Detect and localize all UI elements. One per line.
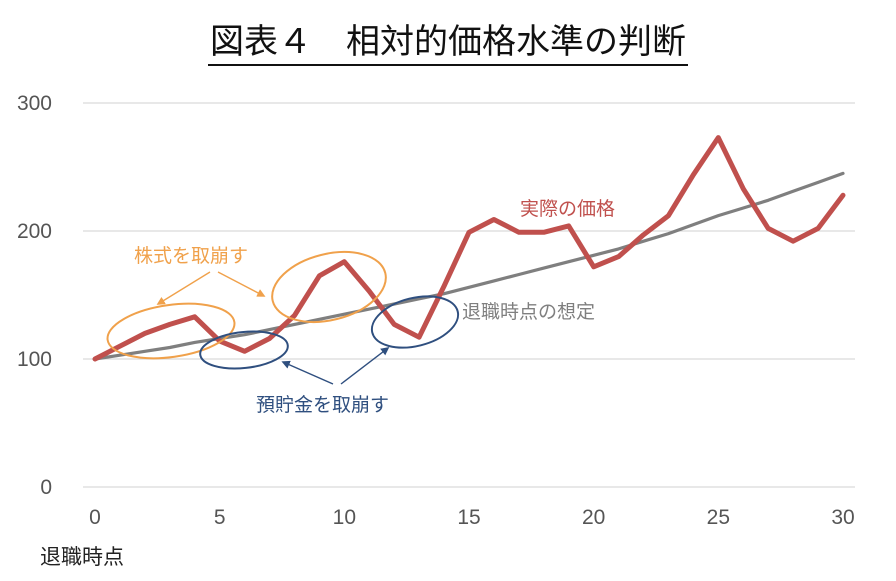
y-tick-label: 100 [17,348,52,371]
x-tick-label: 30 [831,506,854,529]
annotation-stock-label: 株式を取崩す [134,245,248,267]
deposit-arrow-1 [281,360,334,385]
chart-title: 図表４ 相対的価格水準の判断 [0,14,896,66]
x-tick-label: 25 [707,506,730,529]
x-tick-label: 0 [89,506,101,529]
stock-ellipse-1 [106,302,236,360]
deposit-ellipse-2 [370,295,460,349]
stock-arrow-2 [217,271,266,297]
annotation-deposit-label: 預貯金を取崩す [256,394,389,416]
chart-title-text: 図表４ 相対的価格水準の判断 [208,22,688,66]
x-tick-label: 15 [457,506,480,529]
stock-ellipse-2 [271,251,387,323]
y-tick-label: 0 [40,476,52,499]
series-label-assumed: 退職時点の想定 [462,301,595,323]
y-tick-label: 200 [17,220,52,243]
x-tick-label: 5 [214,506,226,529]
y-tick-label: 300 [17,92,52,115]
stock-arrow-1 [156,271,211,305]
series-label-actual-price: 実際の価格 [520,198,615,220]
x-tick-label: 10 [333,506,356,529]
x-tick-label: 20 [582,506,605,529]
x-axis-title: 退職時点 [40,545,124,569]
deposit-ellipse-1 [199,330,289,370]
deposit-arrow-2 [340,346,390,385]
